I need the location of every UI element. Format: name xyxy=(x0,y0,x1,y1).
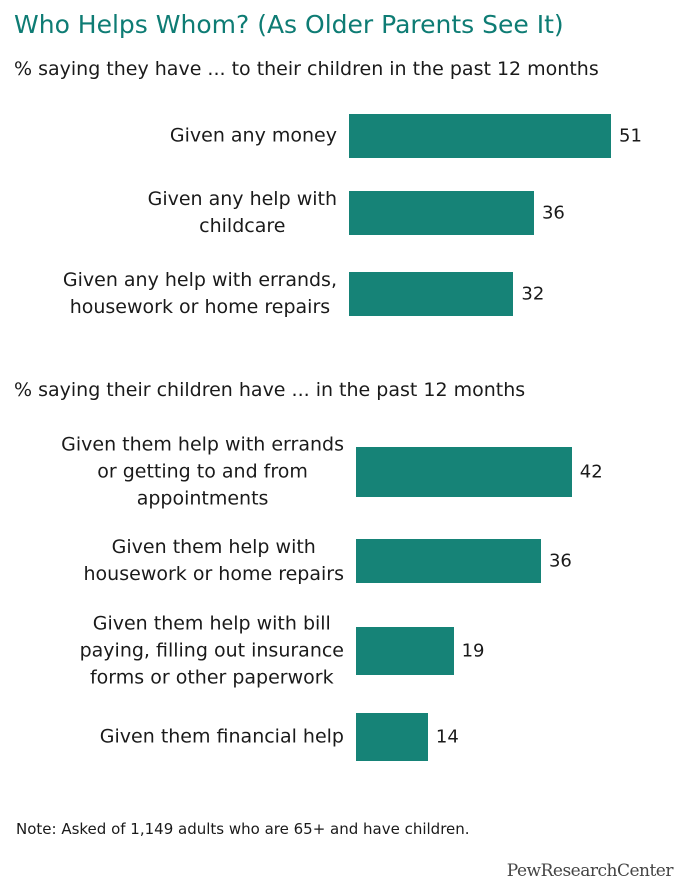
category-label-line: Given them financial help xyxy=(99,725,344,748)
category-label-line: Given any help with xyxy=(147,188,337,210)
source-logo: PewResearchCenter xyxy=(506,861,674,881)
category-label-line: paying, filling out insurance xyxy=(79,639,344,662)
category-label-line: Given them help with errands xyxy=(61,433,344,456)
data-label: 36 xyxy=(541,202,565,224)
category-label: Given them help with housework or home re… xyxy=(84,534,344,588)
bar xyxy=(349,272,514,316)
category-label-line: housework or home repairs xyxy=(83,563,344,585)
category-label-line: forms or other paperwork xyxy=(89,666,334,689)
data-label: 51 xyxy=(619,125,642,147)
category-label: Given any help with childcare xyxy=(148,186,337,240)
chart-note: Note: Asked of 1,149 adults who are 65+ … xyxy=(16,820,470,838)
data-label: 14 xyxy=(435,726,459,748)
category-label: Given them help with errands or getting t… xyxy=(61,432,344,513)
category-label-line: Given any help with errands, xyxy=(62,269,337,291)
data-label: 32 xyxy=(521,283,545,305)
category-label: Given them financial help xyxy=(100,724,344,751)
category-label-line: Given them help with bill xyxy=(92,612,331,635)
bar xyxy=(356,713,428,761)
bar xyxy=(349,114,611,158)
data-label: 42 xyxy=(579,461,603,483)
bar xyxy=(356,539,541,583)
group-2-subtitle: % saying their children have ... in the … xyxy=(14,379,526,401)
group-1-subtitle: % saying they have ... to their children… xyxy=(14,58,599,80)
category-label-line: Given them help with xyxy=(111,536,316,558)
bar xyxy=(356,627,454,675)
category-label-line: appointments xyxy=(136,487,269,510)
data-label: 19 xyxy=(461,640,485,662)
category-label: Given any money xyxy=(170,123,337,150)
category-label-line: Given any money xyxy=(169,124,337,147)
category-label-line: or getting to and from xyxy=(97,460,308,483)
category-label-line: childcare xyxy=(199,215,286,237)
category-label: Given them help with bill paying, filling… xyxy=(80,611,344,692)
category-label: Given any help with errands, housework or… xyxy=(63,267,337,321)
bar xyxy=(349,191,534,235)
bar xyxy=(356,447,572,497)
category-label-line: housework or home repairs xyxy=(69,296,331,318)
chart-title: Who Helps Whom? (As Older Parents See It… xyxy=(14,10,564,39)
data-label: 36 xyxy=(548,550,572,572)
